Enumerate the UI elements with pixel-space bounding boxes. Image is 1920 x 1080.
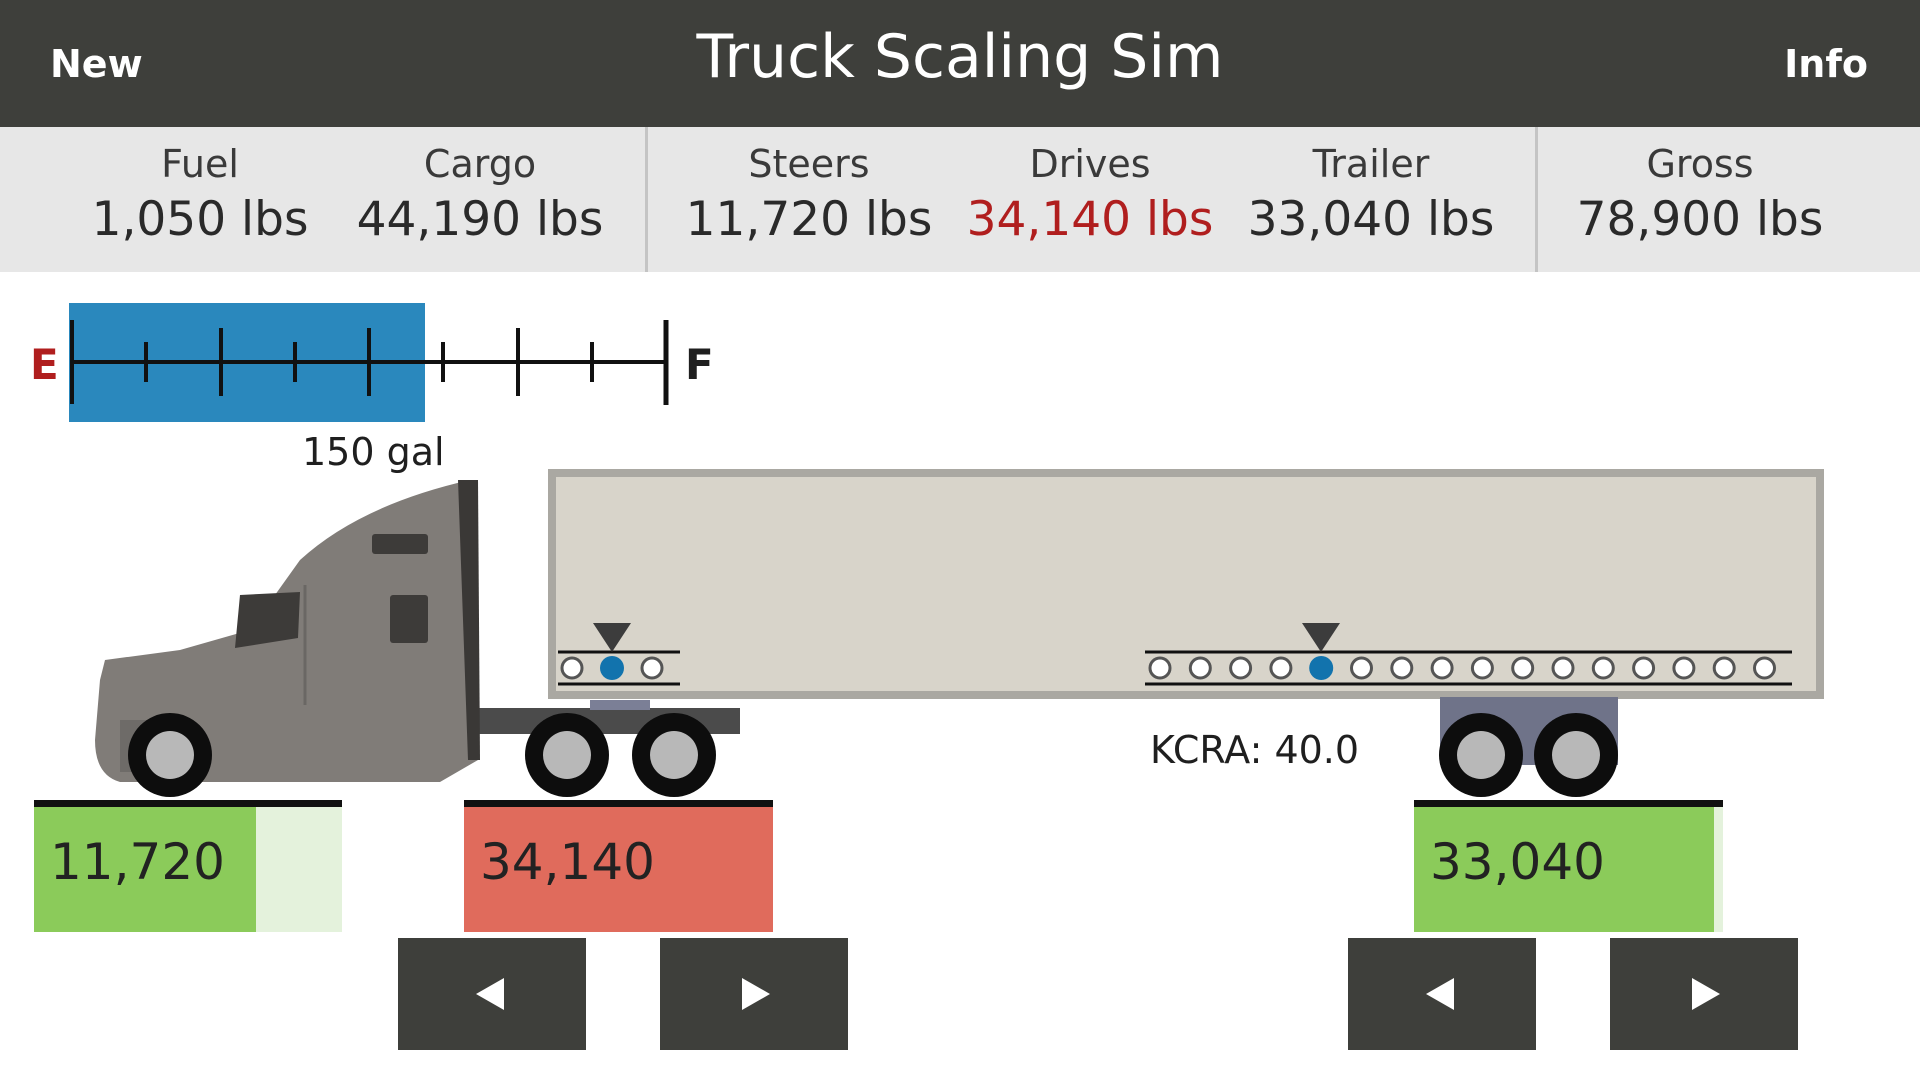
tandem-hole: [1269, 656, 1293, 680]
fifth-wheel-marker-icon: [593, 623, 631, 652]
tandem-position-dot: [1309, 656, 1334, 680]
stat-trailer: Trailer 33,040 lbs: [1241, 127, 1501, 251]
kcra-readout: KCRA: 40.0: [1150, 728, 1360, 772]
stat-label: Drives: [1029, 142, 1151, 186]
stat-label: Steers: [748, 142, 870, 186]
trailer: [548, 469, 1824, 797]
stat-value: 34,140 lbs: [966, 192, 1214, 247]
info-button[interactable]: Info: [1784, 42, 1868, 86]
weight-summary: Fuel 1,050 lbs Cargo 44,190 lbs Steers 1…: [0, 127, 1920, 272]
tandem-hole: [1148, 656, 1172, 680]
tandem-hole: [1712, 656, 1736, 680]
left-arrow-icon: [1426, 978, 1454, 1010]
fuel-amount-label: 150 gal: [302, 430, 445, 474]
fifth-wheel-position-dot: [600, 656, 624, 680]
tandem-hole: [1672, 656, 1696, 680]
app-title: Truck Scaling Sim: [696, 22, 1224, 92]
tandem-hole: [1632, 656, 1656, 680]
scale-value: 33,040: [1430, 833, 1605, 891]
fifth-wheel-slider[interactable]: [558, 623, 680, 686]
new-button[interactable]: New: [50, 42, 143, 86]
stat-value: 78,900 lbs: [1576, 192, 1824, 247]
stat-cargo: Cargo 44,190 lbs: [350, 127, 610, 251]
stat-value: 33,040 lbs: [1247, 192, 1495, 247]
left-arrow-icon: [476, 978, 504, 1010]
scale-drives: 34,140: [464, 800, 773, 932]
tandem-hole: [1591, 656, 1615, 680]
stat-label: Trailer: [1312, 142, 1430, 186]
fifth-wheel-right-button[interactable]: [660, 938, 848, 1050]
tractor-truck-icon: [95, 480, 740, 797]
tandem-hole: [1188, 656, 1212, 680]
stat-label: Fuel: [161, 142, 239, 186]
stat-value: 1,050 lbs: [91, 192, 309, 247]
scale-fill: [1414, 807, 1714, 932]
fuel-empty-label: E: [30, 340, 59, 389]
stat-label: Gross: [1646, 142, 1754, 186]
tandem-hole: [1551, 656, 1575, 680]
right-arrow-icon: [742, 978, 770, 1010]
tandem-hole: [1350, 656, 1373, 680]
stat-gross: Gross 78,900 lbs: [1570, 127, 1830, 251]
tandem-hole: [1753, 656, 1776, 680]
fuel-full-label: F: [685, 340, 714, 389]
stat-drives: Drives 34,140 lbs: [960, 127, 1220, 251]
stat-steers: Steers 11,720 lbs: [679, 127, 939, 251]
stat-divider: [1535, 127, 1538, 272]
right-arrow-icon: [1692, 978, 1720, 1010]
stat-divider: [645, 127, 648, 272]
fuel-gauge[interactable]: [69, 303, 669, 422]
tandem-hole: [1470, 656, 1494, 680]
tandem-hole: [1229, 656, 1253, 680]
tandem-hole: [1430, 656, 1454, 680]
stat-fuel: Fuel 1,050 lbs: [70, 127, 330, 251]
scale-fill: [34, 807, 256, 932]
tandem-left-button[interactable]: [1348, 938, 1536, 1050]
scale-fill: [464, 807, 773, 932]
stat-value: 11,720 lbs: [685, 192, 933, 247]
tandem-slider[interactable]: [1145, 623, 1792, 686]
scale-trailer: 33,040: [1414, 800, 1723, 932]
tandem-marker-icon: [1302, 623, 1340, 652]
tandem-hole: [1390, 656, 1414, 680]
stat-label: Cargo: [423, 142, 537, 186]
scale-steers: 11,720: [34, 800, 342, 932]
scale-value: 11,720: [50, 833, 225, 891]
fifth-wheel-left-button[interactable]: [398, 938, 586, 1050]
stat-value: 44,190 lbs: [356, 192, 604, 247]
top-bar: New Truck Scaling Sim Info: [0, 0, 1920, 127]
tandem-hole: [1511, 656, 1535, 680]
tandem-right-button[interactable]: [1610, 938, 1798, 1050]
scale-value: 34,140: [480, 833, 655, 891]
